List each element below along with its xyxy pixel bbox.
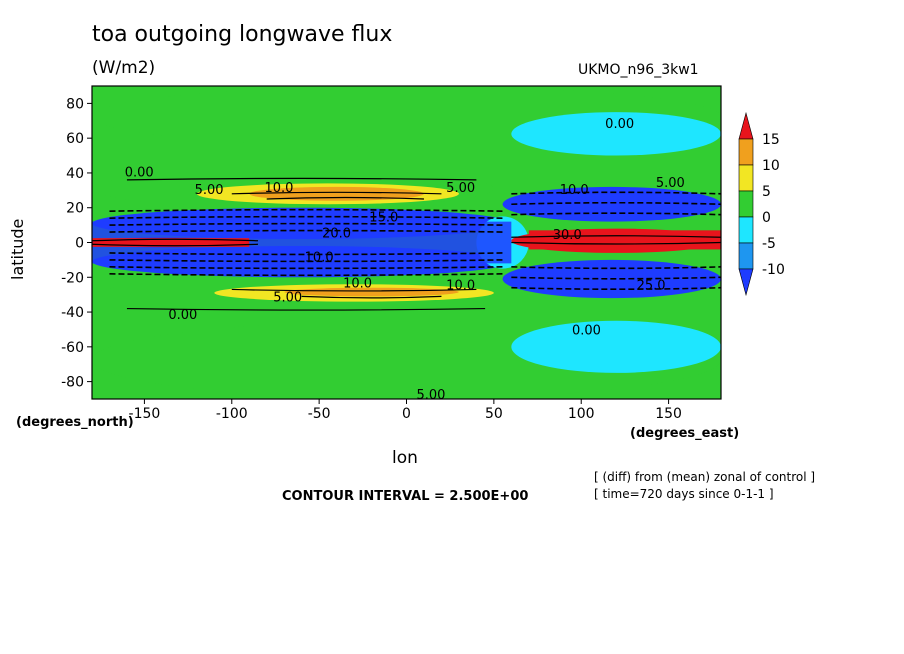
y-axis-ticks: -80 -60 -40 -20 0 20 40 60 80 [61, 96, 92, 391]
x-tick-label-1: -100 [216, 406, 248, 422]
contour-label-0: 0.00 [125, 165, 154, 180]
colorbar-label-2: 5 [762, 184, 771, 200]
contour-line-20 [511, 235, 721, 238]
colorbar-label-0: 15 [762, 132, 780, 148]
contour-line-2 [266, 196, 424, 200]
contour-line-4 [301, 295, 442, 299]
colorbar-segment-4 [738, 216, 754, 244]
colorbar-segment-5 [738, 242, 754, 270]
colorbar-segment-3 [738, 190, 754, 218]
filled-contours [92, 86, 721, 399]
x-axis-label: lon [392, 448, 418, 468]
contour-line-5 [126, 307, 486, 311]
diff-note: [ (diff) from (mean) zonal of control ] [594, 470, 816, 484]
contour-label-5: 5.00 [656, 176, 685, 191]
contour-label-6: 0.00 [605, 117, 634, 132]
chart-units: (W/m2) [92, 58, 156, 78]
contour-region-9 [284, 287, 459, 297]
contour-label-14: 25.0 [637, 278, 666, 293]
contour-region-2 [511, 112, 721, 156]
contour-interval: CONTOUR INTERVAL = 2.500E+00 [282, 489, 529, 504]
y-tick-label-7: 60 [66, 131, 84, 147]
contour-label-12: 5.00 [273, 291, 302, 306]
contour-label-7: 15.0 [369, 211, 398, 226]
y-axis-label: latitude [8, 218, 27, 280]
contour-line-14 [511, 191, 721, 195]
colorbar-segment-1 [738, 138, 754, 166]
colorbar: 15 10 5 0 -5 -10 [738, 111, 785, 297]
contour-label-10: 10.0 [305, 251, 334, 266]
x-tick-label-0: -150 [129, 406, 161, 422]
model-name: UKMO_n96_3kw1 [578, 62, 699, 78]
contour-line-16 [511, 212, 721, 216]
y-tick-label-3: -20 [61, 270, 84, 286]
x-tick-label-3: 0 [402, 406, 411, 422]
x-tick-label-2: -50 [308, 406, 331, 422]
contour-line-18 [511, 276, 721, 280]
colorbar-segment-6 [738, 268, 754, 297]
x-axis-ticks: -150 -100 -50 0 50 100 150 [129, 399, 682, 422]
chart-title: toa outgoing longwave flux [92, 22, 393, 47]
contour-line-17 [511, 266, 721, 270]
contour-line-22 [92, 238, 259, 242]
contour-label-4: 10.0 [560, 183, 589, 198]
y-axis-unit: (degrees_north) [16, 415, 134, 430]
contour-label-3: 5.00 [446, 181, 475, 196]
colorbar-segment-0 [738, 111, 754, 140]
contour-label-11: 10.0 [343, 277, 372, 292]
contour-label-2: 10.0 [264, 181, 293, 196]
contour-line-0 [126, 177, 477, 181]
contour-line-15 [511, 201, 721, 206]
y-tick-label-0: -80 [61, 375, 84, 391]
colorbar-label-3: 0 [762, 210, 771, 226]
colorbar-segment-2 [738, 164, 754, 192]
contour-label-9: 30.0 [553, 228, 582, 243]
west-positive-core [92, 238, 250, 247]
contour-label-17: 5.00 [416, 388, 445, 403]
y-tick-label-8: 80 [66, 96, 84, 112]
colorbar-label-5: -10 [762, 262, 785, 278]
y-tick-label-1: -60 [61, 340, 84, 356]
contour-label-13: 10.0 [446, 278, 475, 293]
colorbar-label-1: 10 [762, 158, 780, 174]
x-tick-label-4: 50 [485, 406, 503, 422]
contour-label-16: 0.00 [572, 324, 601, 339]
contour-line-23 [92, 243, 259, 247]
x-tick-label-6: 150 [655, 406, 682, 422]
contour-label-15: 0.00 [168, 308, 197, 323]
contour-lines [92, 177, 721, 311]
y-tick-label-5: 20 [66, 201, 84, 217]
time-note: [ time=720 days since 0-1-1 ] [594, 487, 774, 501]
x-tick-label-5: 100 [568, 406, 595, 422]
contour-label-1: 5.00 [195, 183, 224, 198]
contour-labels: 0.00 5.00 10.0 5.00 10.0 5.00 0.00 15.0 20.0 30.0… [125, 117, 685, 403]
x-axis-unit: (degrees_east) [630, 426, 740, 441]
contour-line-19 [511, 286, 721, 291]
contour-label-8: 20.0 [322, 226, 351, 241]
contour-region-3 [511, 320, 721, 373]
contour-line-1 [231, 191, 442, 195]
contour-line-3 [231, 288, 477, 292]
y-tick-label-6: 40 [66, 166, 84, 182]
contour-line-21 [511, 241, 721, 245]
y-tick-label-2: -40 [61, 305, 84, 321]
colorbar-label-4: -5 [762, 236, 776, 252]
y-tick-label-4: 0 [75, 236, 84, 252]
east-positive-core [528, 230, 721, 250]
